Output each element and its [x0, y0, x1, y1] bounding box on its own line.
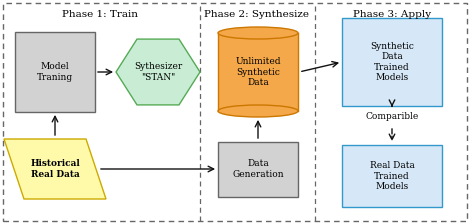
Bar	[218, 33, 298, 111]
Text: Sythesizer
"STAN": Sythesizer "STAN"	[134, 62, 182, 82]
Ellipse shape	[218, 27, 298, 39]
Text: Phase 1: Train: Phase 1: Train	[62, 9, 138, 19]
Text: Synthetic
Data
Trained
Models: Synthetic Data Trained Models	[370, 42, 414, 82]
Polygon shape	[116, 39, 200, 105]
Bar	[218, 142, 298, 196]
Bar	[342, 18, 442, 106]
Text: Real Data
Trained
Models: Real Data Trained Models	[369, 161, 415, 191]
Text: Phase 3: Apply: Phase 3: Apply	[353, 9, 431, 19]
Text: Model
Traning: Model Traning	[37, 62, 73, 82]
Text: Comparible: Comparible	[365, 112, 419, 121]
Text: Data
Generation: Data Generation	[232, 159, 284, 179]
Bar	[342, 145, 442, 207]
Text: Historical
Real Data: Historical Real Data	[30, 159, 80, 179]
Polygon shape	[4, 139, 106, 199]
Bar	[15, 32, 95, 112]
Text: Phase 2: Synthesize: Phase 2: Synthesize	[204, 9, 310, 19]
Text: Unlimited
Synthetic
Data: Unlimited Synthetic Data	[235, 57, 281, 87]
Ellipse shape	[218, 105, 298, 117]
